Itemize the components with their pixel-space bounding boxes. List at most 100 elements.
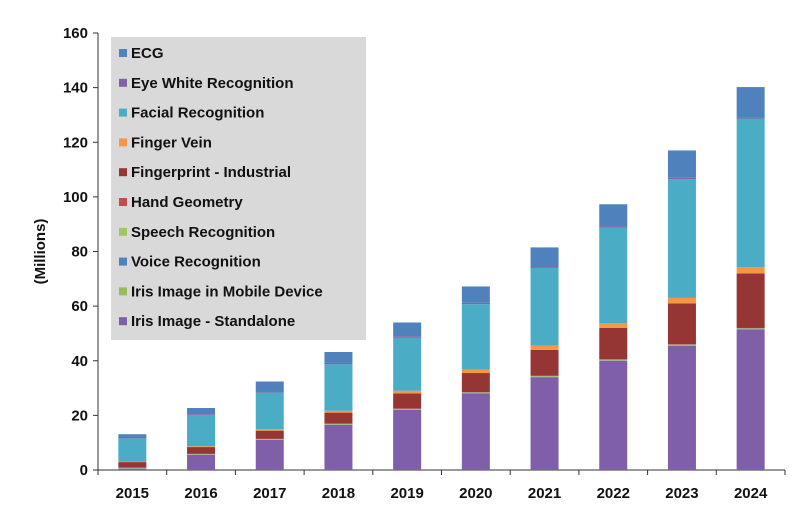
bar-segment [530,266,559,268]
bar-segment [393,409,422,410]
bar-segment [393,322,422,337]
x-tick-label: 2022 [597,485,630,502]
legend-label: Eye White Recognition [131,75,294,92]
bar-segment [599,327,628,360]
bar-segment [324,362,353,365]
legend-swatch [119,138,127,147]
legend-swatch [119,257,127,266]
bar-segment [393,336,422,338]
x-tick-label: 2024 [734,485,768,502]
x-tick-label: 2015 [116,485,149,502]
bar-segment [667,297,696,304]
bar-segment [393,390,422,394]
legend-label: Hand Geometry [131,194,243,211]
y-tick-label: 120 [63,134,88,151]
bar-segment [461,393,490,470]
bar-segment [530,267,559,346]
bar-segment [187,446,216,448]
bar-segment [255,430,284,439]
legend-label: Facial Recognition [131,105,264,122]
bar-segment [187,447,216,454]
bar-segment [461,373,490,393]
bar-segment [187,414,216,447]
y-tick-label: 160 [63,25,88,42]
bar-segment [667,345,696,346]
bar-segment [324,424,353,425]
bar-segment [187,413,216,415]
x-tick-label: 2023 [665,485,698,502]
bar-segment [461,304,490,370]
legend: ECG Eye White Recognition Facial Recogniti… [111,37,366,340]
bar-segment [530,345,559,350]
bar-segment [118,468,147,470]
y-tick-label: 0 [80,462,88,479]
y-tick-label: 140 [63,80,88,97]
bar-segment [530,376,559,378]
bar-segment [324,412,353,424]
legend-label: Iris Image - Standalone [131,313,295,330]
x-tick-label: 2021 [528,485,561,502]
bar-segment [736,328,765,330]
legend-label: Finger Vein [131,134,212,151]
x-tick-label: 2018 [322,485,355,502]
legend-box [111,37,366,340]
bar-segment [530,377,559,470]
y-axis-title: (Millions) [32,219,49,285]
bar-segment [599,204,628,227]
bar-segment [667,303,696,345]
legend-swatch [119,317,127,326]
x-tick-label: 2017 [253,485,286,502]
bar-segment [255,381,284,392]
legend-swatch [119,49,127,57]
bar-segment [324,352,353,363]
bar-segment [461,286,490,303]
x-tick-label: 2019 [390,485,423,502]
bar-segment [530,349,559,376]
bar-segment [393,393,422,409]
bar-segment [599,360,628,361]
bar-segment [736,273,765,328]
x-tick-label: 2016 [184,485,217,502]
bar-segment [667,179,696,298]
legend-swatch [119,287,127,296]
bar-segment [324,364,353,411]
x-tick-label: 2020 [459,485,492,502]
bar-segment [599,227,628,324]
bar-segment [599,360,628,470]
bar-segment [667,177,696,180]
legend-label: Speech Recognition [131,224,275,241]
legend-swatch [119,227,127,236]
bar-segment [255,429,284,431]
bar-segment [736,267,765,274]
y-tick-label: 40 [71,353,88,370]
legend-swatch [119,168,127,177]
legend-label: Iris Image in Mobile Device [131,283,323,300]
legend-swatch [119,78,127,87]
y-tick-label: 80 [71,244,88,261]
bar-segment [736,329,765,470]
bar-segment [324,410,353,413]
bar-segment [118,461,147,463]
bar-segment [393,409,422,470]
legend-label: Fingerprint - Industrial [131,164,291,181]
bar-segment [667,345,696,470]
bar-segment [461,369,490,374]
bars [118,87,765,470]
bar-segment [187,454,216,470]
bar-segment [255,439,284,470]
y-tick-label: 100 [63,189,88,206]
y-tick-label: 20 [71,407,88,424]
bar-segment [461,302,490,305]
bar-segment [667,150,696,178]
bar-segment [324,424,353,470]
bar-segment [461,392,490,394]
legend-label: Voice Recognition [131,254,261,271]
bar-segment [255,391,284,393]
bar-segment [118,438,147,462]
bar-segment [118,436,147,439]
bar-segment [599,323,628,328]
bar-segment [118,462,147,468]
bar-segment [736,117,765,119]
